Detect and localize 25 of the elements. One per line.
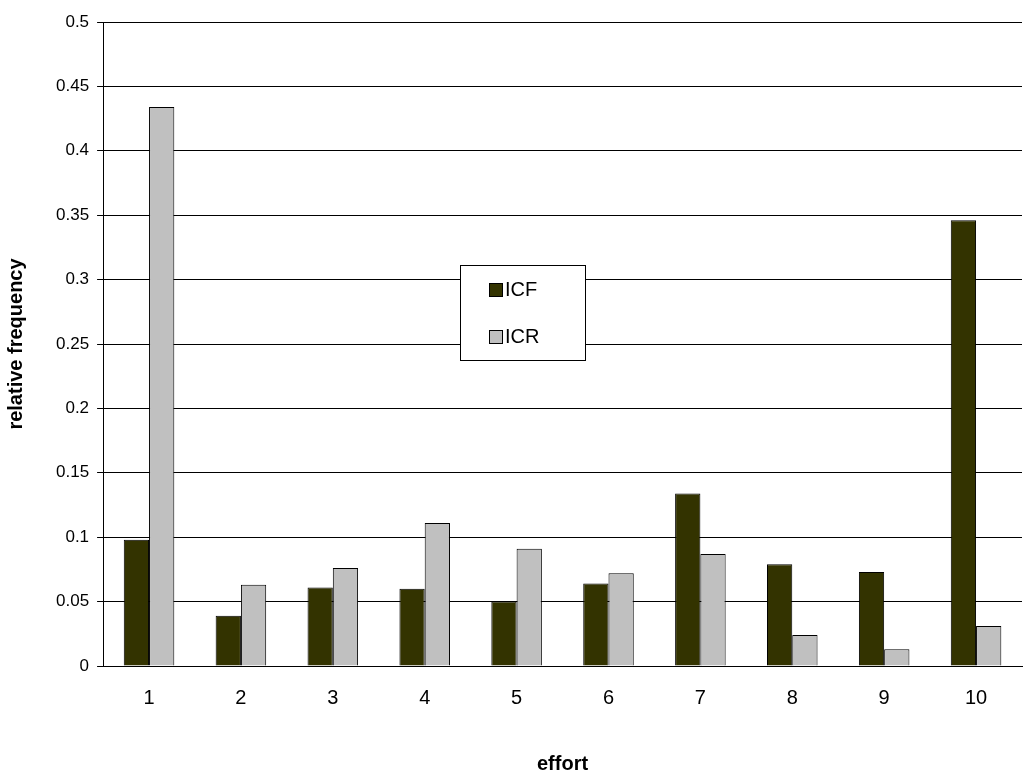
y-axis-title: relative frequency (3, 257, 26, 430)
x-tick-label: 5 (511, 685, 523, 708)
y-tick-label: 0.15 (55, 462, 90, 482)
y-tick-label: 0 (79, 655, 90, 675)
y-tick-label: 0.05 (55, 591, 90, 611)
x-tick-label: 3 (327, 685, 339, 708)
y-tick-label: 0.5 (65, 11, 90, 31)
legend-label: ICR (505, 325, 540, 348)
y-tick-label: 0.25 (55, 333, 90, 353)
y-tick-label: 0.4 (65, 140, 90, 160)
x-tick-label: 9 (878, 685, 890, 708)
x-tick-label: 6 (602, 685, 615, 708)
y-tick-label: 0.3 (65, 269, 90, 289)
x-axis-title: effort (536, 751, 589, 774)
x-tick-label: 4 (419, 685, 431, 708)
y-tick-label: 0.35 (55, 204, 90, 224)
x-tick-label: 2 (235, 685, 247, 708)
y-tick-label: 0.2 (65, 398, 90, 418)
y-tick-label: 0.45 (55, 76, 90, 96)
x-tick-label: 1 (143, 685, 155, 708)
y-tick-label: 0.1 (65, 526, 90, 546)
legend-label: ICF (505, 278, 538, 301)
x-tick-label: 10 (964, 685, 988, 708)
x-tick-label: 7 (694, 685, 706, 708)
x-tick-label: 8 (786, 685, 798, 708)
